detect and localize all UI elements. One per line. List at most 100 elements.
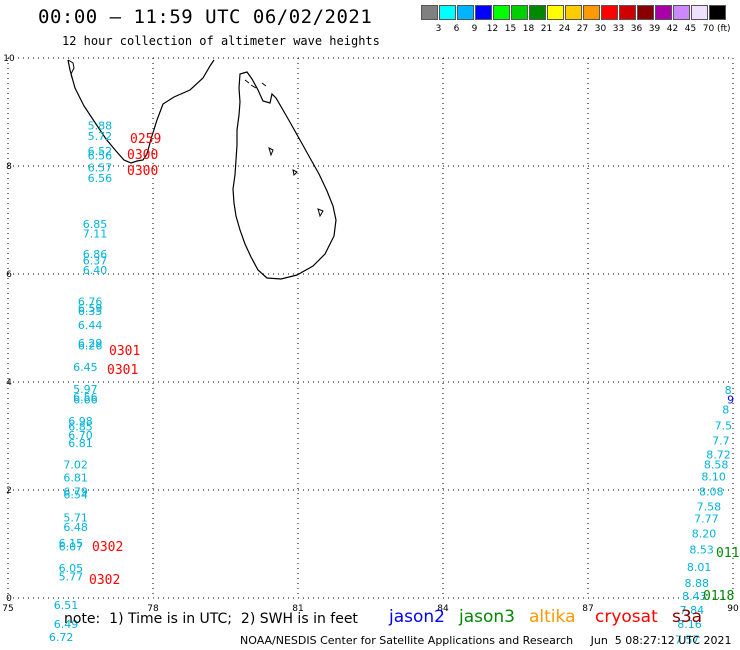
y-tick-label: 4: [6, 378, 12, 388]
x-tick-label: 75: [2, 604, 13, 614]
y-tick-label: 6: [6, 270, 12, 280]
coastline: [67, 59, 337, 280]
wave-height-label: 6.56: [88, 150, 113, 163]
island-1: [268, 147, 274, 157]
scale-swatch: [529, 5, 546, 20]
wave-height-label: 6.81: [68, 437, 93, 450]
sri-lanka-coast: [232, 71, 337, 280]
scale-unit: (ft): [717, 24, 731, 34]
wave-height-label: 8.72: [706, 449, 731, 462]
wave-height-label: 7.5: [715, 420, 733, 433]
jaffna-islets: [244, 79, 267, 89]
wave-height-label: 6.59: [78, 302, 103, 315]
wave-height-label: 6.79: [63, 485, 88, 498]
wave-height-label: 7.58: [697, 501, 722, 514]
wave-height-label: 5.72: [88, 130, 113, 143]
wave-height-label: 5.77: [59, 571, 84, 584]
wave-height-label: 8.43: [682, 590, 707, 603]
scale-swatch: [547, 5, 564, 20]
scale-label: 18: [522, 24, 535, 34]
legend-s3a: s3a: [672, 607, 703, 627]
scale-swatch: [709, 5, 726, 20]
wave-height-label: 8.88: [685, 577, 710, 590]
scale-label: 30: [594, 24, 607, 34]
wave-height-label: 8.08: [699, 485, 724, 498]
wave-height-label: 8.53: [689, 544, 714, 557]
wave-height-label: 6.85: [68, 421, 93, 434]
wave-height-label: 6.49: [54, 618, 79, 631]
wave-height-label: 6.26: [78, 340, 103, 353]
wave-height-label: 7.11: [83, 227, 108, 240]
y-tick-label: 0: [6, 594, 12, 604]
island-3: [317, 208, 324, 218]
wave-height-points: 5.885.726.526.566.576.566.857.116.866.37…: [49, 119, 734, 650]
wave-height-label: 6.44: [78, 319, 103, 332]
wave-height-label: 7.57: [675, 633, 700, 646]
wave-height-label: 6.05: [59, 562, 84, 575]
scale-swatch: [601, 5, 618, 20]
india-coast-north: [67, 59, 75, 79]
scale-label: 12: [486, 24, 499, 34]
x-tick-label: 84: [437, 604, 449, 614]
wave-height-label: 5.97: [73, 383, 98, 396]
y-tick-label: 10: [3, 54, 15, 64]
wave-height-label: 6.57: [88, 161, 113, 174]
scale-swatch: [673, 5, 690, 20]
x-tick-label: 87: [582, 604, 593, 614]
scale-swatch: [637, 5, 654, 20]
scale-swatch: [475, 5, 492, 20]
pass-time-label: 0259: [130, 132, 161, 147]
x-tick-label: 90: [727, 604, 739, 614]
wave-height-label: 7.85: [672, 648, 697, 650]
wave-height-label: 7.77: [694, 512, 719, 525]
wave-height-label: 5.71: [63, 511, 88, 524]
scale-label: 24: [558, 24, 571, 34]
pass-time-label: 0302: [89, 573, 120, 588]
scale-label: 36: [630, 24, 643, 34]
wave-height-label: 6.48: [63, 521, 88, 534]
legend-jason2: jason2: [389, 607, 445, 627]
wave-height-label: 6.37: [83, 254, 108, 267]
scale-swatch: [421, 5, 438, 20]
wave-height-label: 8: [722, 403, 729, 416]
grid-lines: [7, 57, 734, 599]
scale-label: 42: [666, 24, 679, 34]
scale-swatch: [457, 5, 474, 20]
wave-height-label: 8.16: [677, 618, 702, 631]
pass-time-label: 0302: [92, 540, 123, 555]
wave-height-label: 6.70: [68, 429, 93, 442]
wave-height-label: 6.72: [49, 631, 74, 644]
india-coast: [67, 59, 215, 164]
pass-time-label: 0301: [109, 344, 140, 359]
scale-swatch: [493, 5, 510, 20]
island-2: [292, 169, 298, 177]
note-text: note: 1) Time is in UTC; 2) SWH is in fe…: [64, 611, 358, 627]
wave-height-label: 6.66: [73, 394, 98, 407]
wave-height-label: 8.20: [692, 528, 717, 541]
pass-time-label: 0300: [127, 148, 158, 163]
legend-jason3: jason3: [459, 607, 515, 627]
y-tick-label: 8: [6, 162, 12, 172]
wave-height-label: 6.81: [63, 471, 88, 484]
axis-ticks: 75 78 81 84 87 90 0 2 4 6 8 10: [2, 54, 739, 614]
scale-swatch: [655, 5, 672, 20]
wave-height-label: 5.88: [88, 119, 113, 132]
wave-height-label: 6.98: [68, 415, 93, 428]
scale-swatch: [619, 5, 636, 20]
scale-label: 45: [684, 24, 697, 34]
wave-height-label: 6.35: [78, 305, 103, 318]
x-tick-label: 81: [292, 604, 303, 614]
scale-swatch: [511, 5, 528, 20]
wave-height-label: 6.76: [78, 295, 103, 308]
pass-time-label: 0301: [107, 363, 138, 378]
wave-height-label: 6.86: [83, 248, 108, 261]
legend-cryosat: cryosat: [595, 607, 658, 627]
y-tick-label: 2: [6, 486, 12, 496]
wave-height-label: 9: [727, 394, 734, 407]
chart-subtitle: 12 hour collection of altimeter wave hei…: [62, 34, 380, 48]
wave-height-label: 6.85: [83, 218, 108, 231]
scale-swatch: [439, 5, 456, 20]
wave-height-label: 6.40: [83, 264, 108, 277]
